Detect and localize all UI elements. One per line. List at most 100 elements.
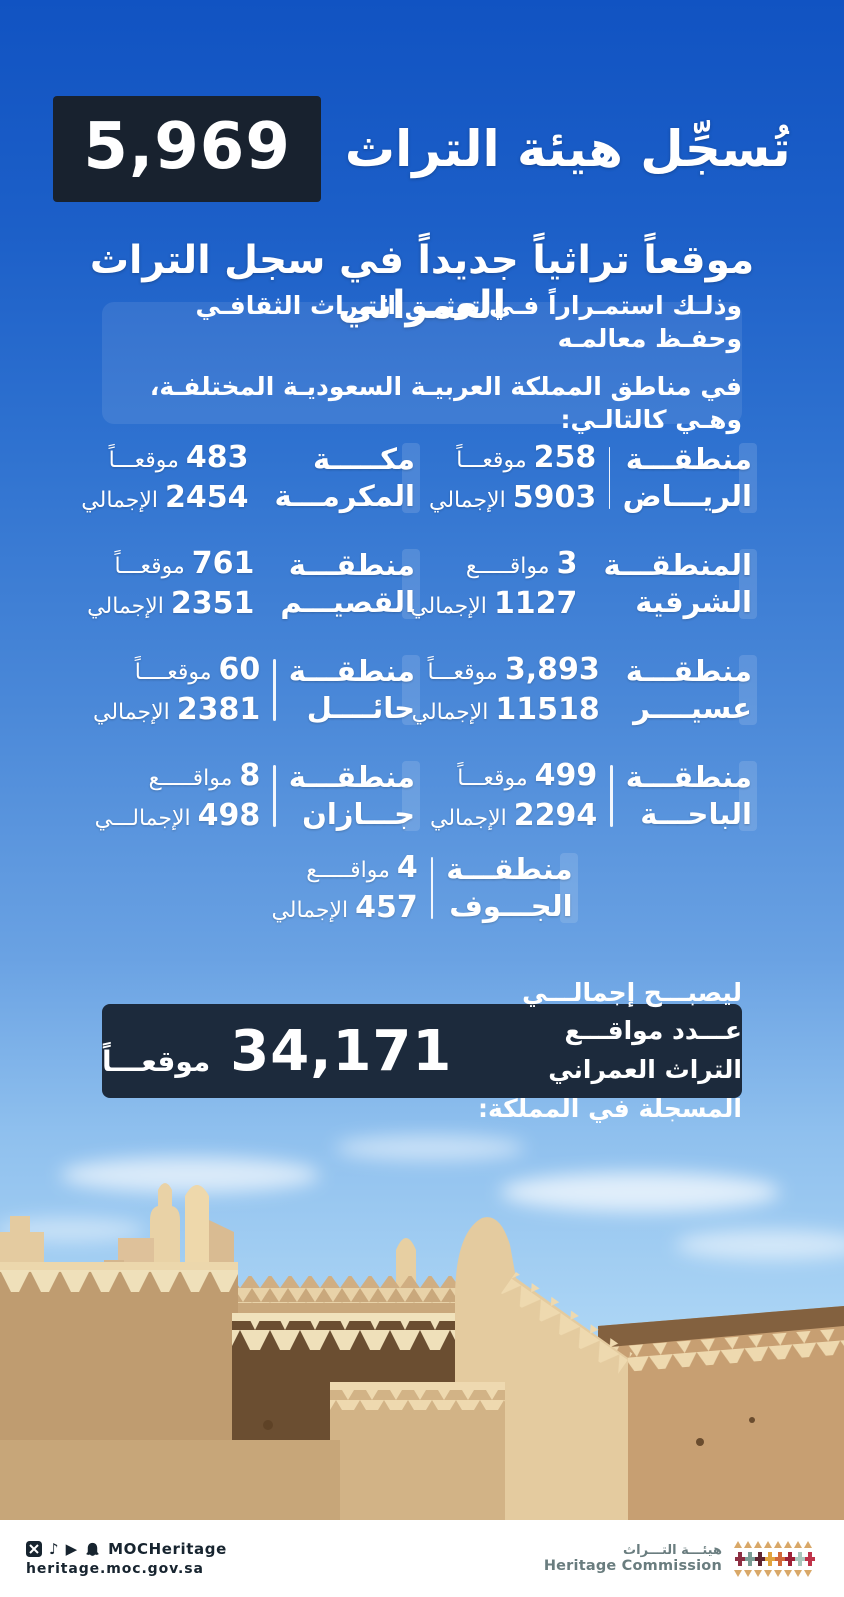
grand-total-unit: موقعـــاً (102, 1044, 211, 1078)
region-values: 258 موقعـــاً 5903 الإجمالي (429, 440, 597, 515)
region-entry-hail: منطقـــة حائــــل 60 موقعــــاً 2381 الإج… (92, 650, 420, 730)
youtube-icon[interactable]: ▶ (65, 1539, 78, 1558)
sadu-pattern-icon (734, 1540, 815, 1577)
total-count: 2381 (176, 691, 261, 727)
total-count: 457 (355, 889, 418, 925)
total-label: الإجمالي (411, 699, 489, 725)
total-label: الإجمالي (271, 897, 349, 923)
new-count: 761 (191, 546, 255, 581)
total-count: 2351 (170, 585, 255, 621)
fortress-photo (0, 1135, 844, 1520)
logo-english: Heritage Commission (543, 1558, 722, 1574)
social-handle[interactable]: MOCHeritage (108, 1540, 227, 1558)
accent-bar (402, 655, 420, 725)
accent-bar (739, 443, 757, 513)
new-count: 4 (396, 850, 418, 885)
x-icon[interactable] (26, 1541, 42, 1557)
divider (273, 765, 276, 827)
new-label: مواقـــــع (306, 858, 390, 883)
divider (610, 765, 613, 827)
region-entry-eastern: المنطقـــة الشرقية 3 مواقـــــع 1127 الإج… (410, 544, 757, 624)
region-values: 3,893 موقعـــاً 11518 الإجمالي (411, 652, 600, 727)
region-entry-asir: منطقـــة عسيــــر 3,893 موقعـــاً 11518 ا… (412, 650, 757, 730)
snapchat-icon[interactable] (84, 1541, 101, 1558)
summary-text: ليصبـــح إجمالـــي عـــدد مواقـــع الترا… (478, 977, 742, 1123)
website-url[interactable]: heritage.moc.gov.sa (26, 1561, 204, 1577)
divider (430, 857, 434, 919)
region-values: 483 موقعـــاً 2454 الإجمالي (81, 440, 249, 515)
accent-bar (402, 443, 420, 513)
region-name: منطقـــة حائــــل (288, 653, 415, 725)
footer-contact: ♪ ▶ MOCHeritage heritage.moc.gov.sa (26, 1540, 231, 1577)
new-label: موقعـــاً (456, 448, 527, 473)
logo-wordmark: هيئـــة التـــراث Heritage Commission (544, 1543, 722, 1574)
divider (273, 659, 276, 721)
total-label: الإجمالي (81, 487, 159, 513)
region-row-center: منطقـــة الجـــوف 4 مواقـــــع 457 الإجما… (0, 848, 844, 928)
accent-bar (739, 655, 757, 725)
new-count: 8 (239, 758, 261, 793)
total-label: الإجمالي (93, 699, 170, 725)
tiktok-icon[interactable]: ♪ (49, 1539, 59, 1558)
new-count: 258 (533, 440, 597, 475)
total-count: 498 (197, 797, 261, 833)
page-subtitle: موقعاً تراثياً جديداً في سجل التراث العم… (89, 238, 755, 328)
region-entry-qassim: منطقـــة القصيـــم 761 موقعـــاً 2351 الإ… (87, 544, 420, 624)
new-label: مواقـــــع (465, 554, 550, 579)
new-sites-count-badge: 5,969 (53, 96, 321, 202)
new-label: موقعـــاً (457, 766, 528, 791)
region-values: 499 موقعـــاً 2294 الإجمالي (430, 758, 598, 833)
region-name: منطقـــة جـــازان (288, 759, 415, 831)
intro-line-1: وذلـك استمـراراً فـي توثيـق التـراث الثق… (195, 291, 742, 353)
region-name: المنطقـــة الشرقية (603, 547, 752, 619)
new-label: موقعـــاً (114, 554, 185, 579)
header: تُسجِّل هيئة التراث 5,969 (0, 96, 844, 202)
new-label: موقعـــاً (108, 448, 179, 473)
footer: ♪ ▶ MOCHeritage heritage.moc.gov.sa هيئـ… (0, 1520, 844, 1597)
intro-panel: وذلـك استمـراراً فـي توثيـق التـراث الثق… (102, 291, 742, 434)
accent-bar (559, 853, 578, 923)
region-entry-riyadh: منطقـــة الريـــاض 258 موقعـــاً 5903 الإ… (429, 438, 757, 518)
heritage-commission-logo: هيئـــة التـــراث Heritage Commission (544, 1540, 820, 1577)
accent-bar (402, 761, 420, 831)
new-label: مواقـــــع (148, 766, 233, 791)
region-values: 761 موقعـــاً 2351 الإجمالي (87, 546, 255, 621)
total-count: 5903 (512, 479, 597, 515)
total-label: الإجمالـــي (94, 805, 191, 831)
total-label: الإجمالي (410, 593, 487, 619)
logo-arabic: هيئـــة التـــراث (623, 1543, 722, 1558)
region-values: 60 موقعــــاً 2381 الإجمالي (93, 652, 261, 727)
region-name: منطقـــة عسيــــر (625, 653, 752, 725)
accent-bar (739, 761, 757, 831)
total-label: الإجمالي (430, 805, 507, 831)
region-name: منطقـــة الباحـــة (625, 759, 752, 831)
intro-line-2: في مناطق المملكة العربيـة السعوديـة المخ… (149, 372, 742, 434)
region-entry-baha: منطقـــة الباحـــة 499 موقعـــاً 2294 الإ… (429, 756, 757, 836)
region-entry-jouf: منطقـــة الجـــوف 4 مواقـــــع 457 الإجما… (271, 848, 578, 928)
region-name: منطقـــة الجـــوف (446, 851, 573, 923)
region-entry-makkah: مكـــــة المكرمـــة 483 موقعـــاً 2454 ال… (81, 438, 420, 518)
total-label: الإجمالي (429, 487, 506, 513)
grand-total-count: 34,171 (230, 1018, 453, 1084)
new-label: موقعــــاً (134, 660, 212, 685)
region-values: 4 مواقـــــع 457 الإجمالي (271, 850, 418, 925)
region-name: منطقـــة الريـــاض (622, 441, 752, 513)
new-count: 3 (556, 546, 578, 581)
total-count: 2294 (513, 797, 598, 833)
new-count: 60 (218, 652, 261, 687)
social-row: ♪ ▶ MOCHeritage (26, 1540, 231, 1558)
total-label: الإجمالي (87, 593, 164, 619)
summary-box: ليصبـــح إجمالـــي عـــدد مواقـــع الترا… (102, 978, 742, 1123)
accent-bar (739, 549, 757, 619)
new-count: 483 (185, 440, 249, 475)
total-count: 1127 (493, 585, 578, 621)
new-count: 499 (534, 758, 598, 793)
new-count: 3,893 (504, 652, 600, 687)
region-values: 3 مواقـــــع 1127 الإجمالي (410, 546, 578, 621)
total-count: 11518 (495, 691, 600, 727)
regions-grid: منطقـــة الريـــاض 258 موقعـــاً 5903 الإ… (81, 438, 757, 836)
region-values: 8 مواقـــــع 498 الإجمالـــي (94, 758, 261, 833)
total-count: 2454 (165, 479, 249, 515)
region-entry-jazan: منطقـــة جـــازان 8 مواقـــــع 498 الإجما… (92, 756, 420, 836)
